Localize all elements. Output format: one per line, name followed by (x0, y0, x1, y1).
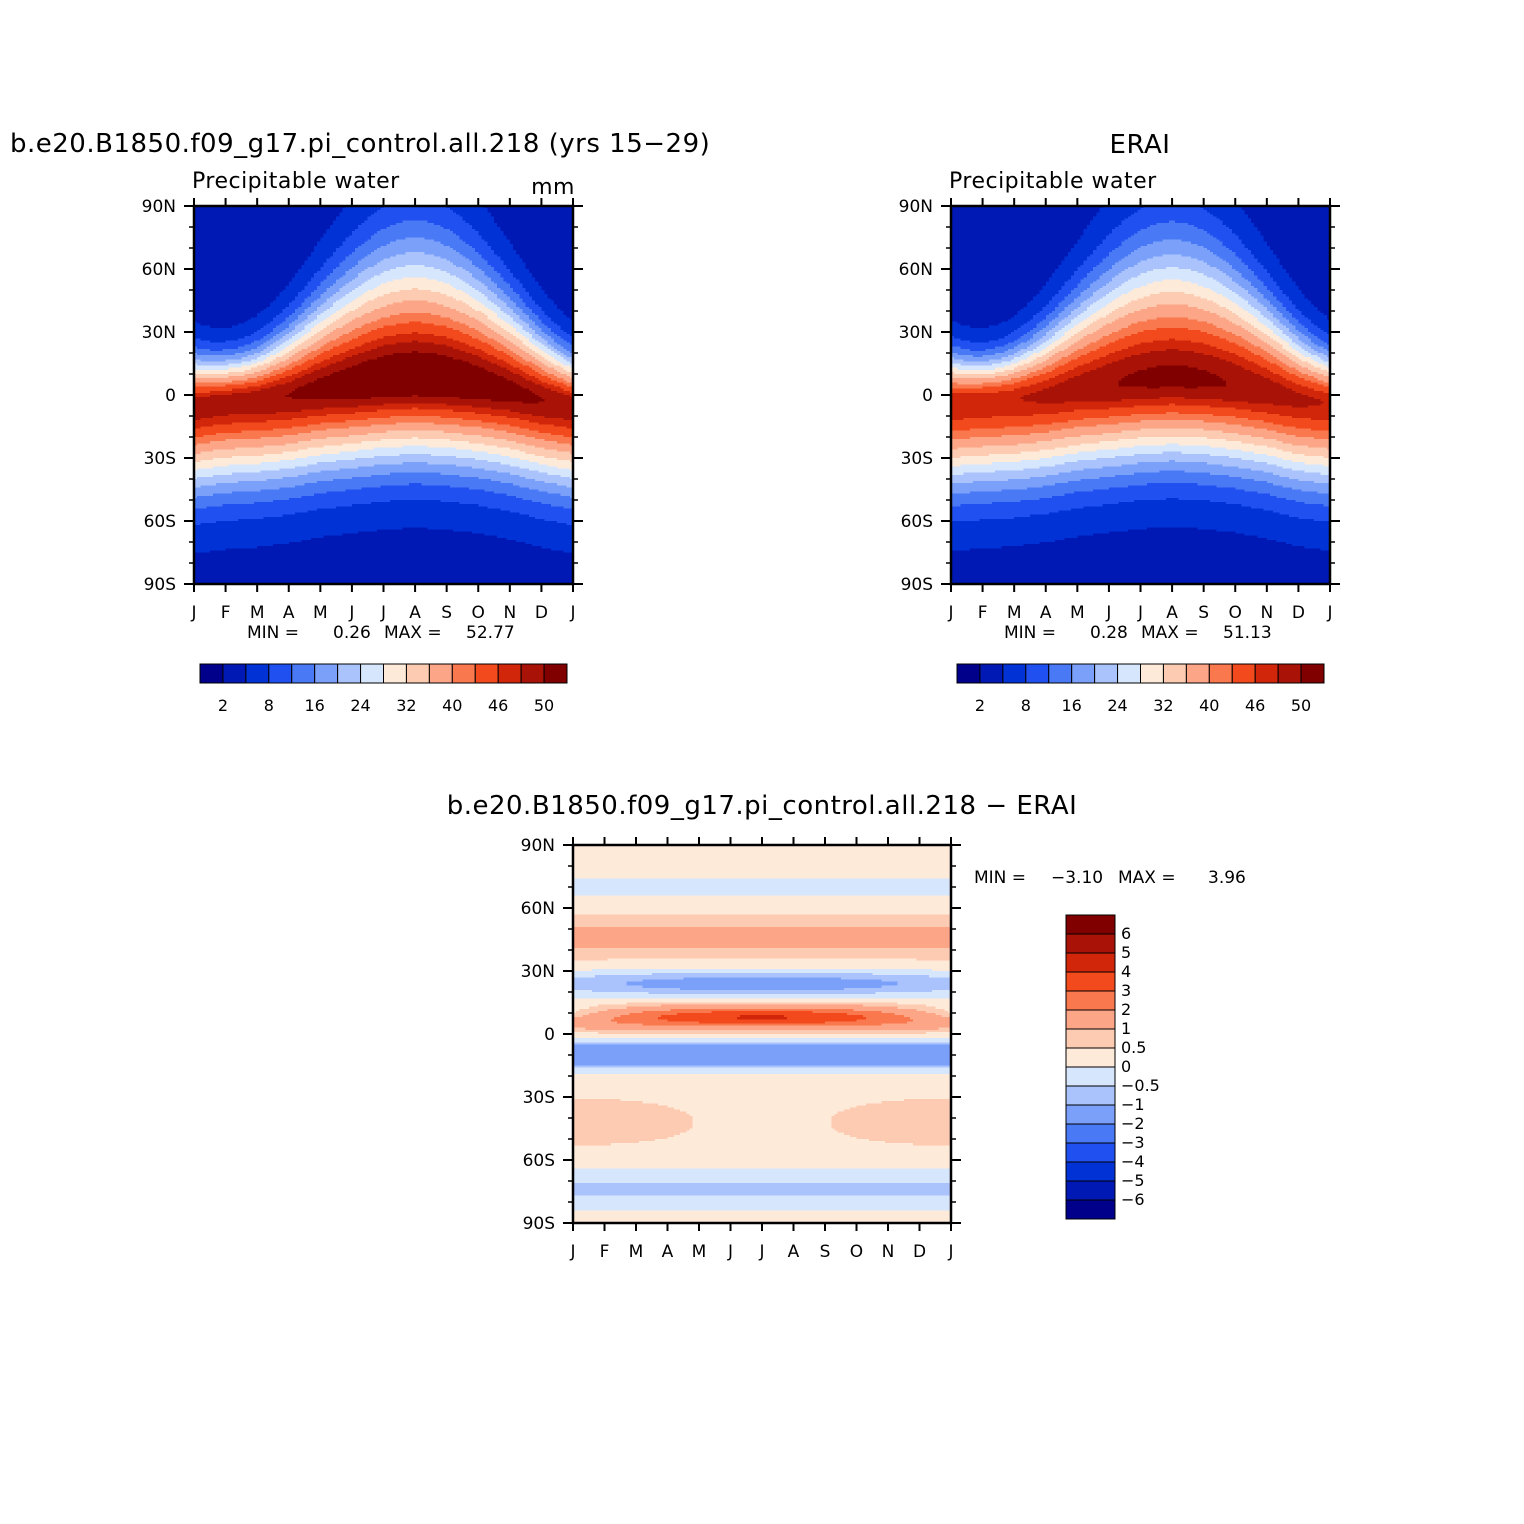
model-subtitle: Precipitable water (192, 169, 400, 194)
model-field (194, 206, 574, 585)
model-units: mm (531, 175, 575, 200)
model-title: b.e20.B1850.f09_g17.pi_control.all.218 (… (10, 129, 710, 159)
